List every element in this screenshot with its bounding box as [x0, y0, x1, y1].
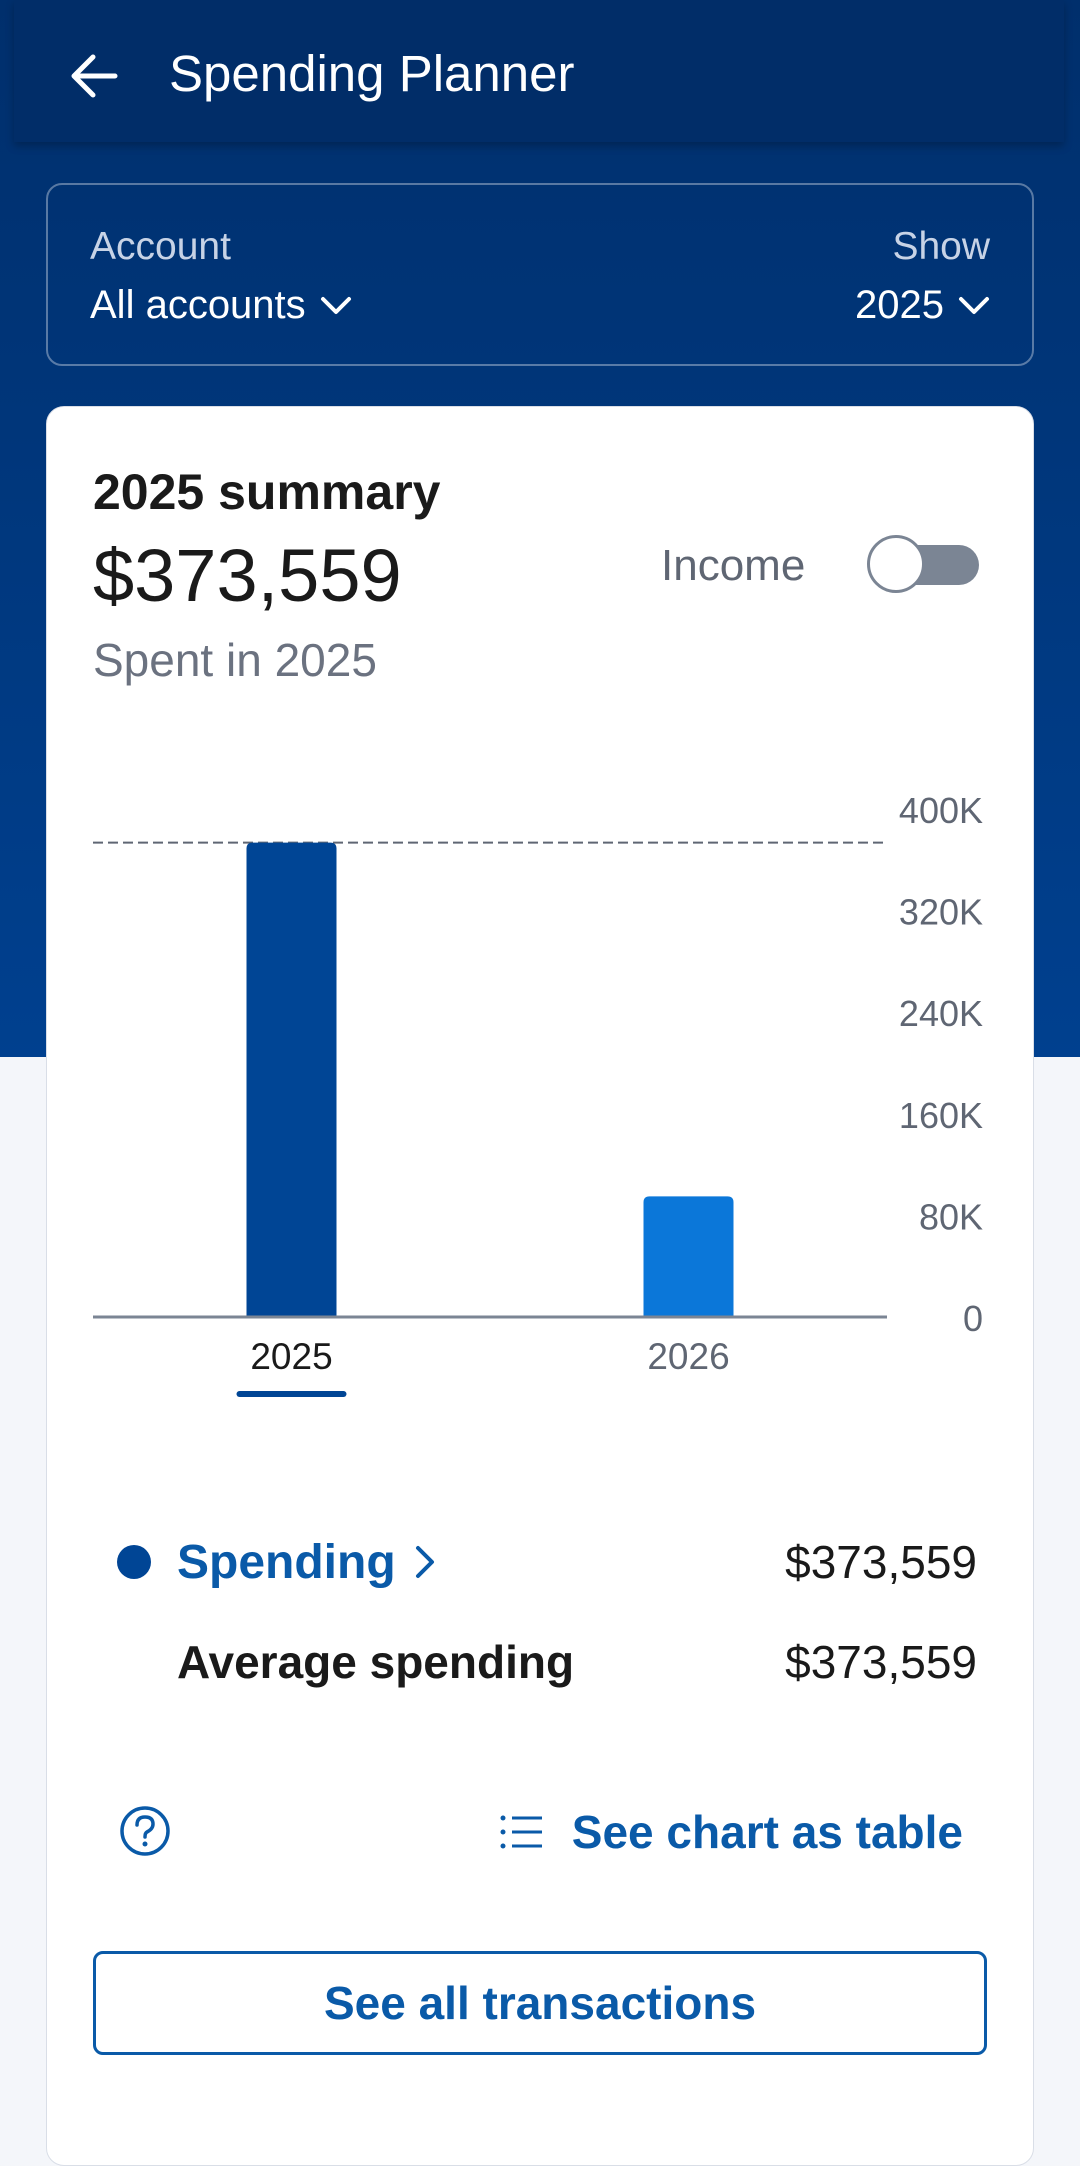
chevron-right-icon: [415, 1546, 434, 1578]
y-tick-label: 0: [963, 1298, 983, 1339]
filter-panel: Account All accounts Show 2025: [46, 183, 1034, 366]
spending-chart: 0 80K 160K 240K 320K 400K 2025 2026: [93, 777, 993, 1477]
list-icon: [500, 1815, 542, 1849]
bar-chart: 0 80K 160K 240K 320K 400K 2025 2026: [93, 790, 983, 1397]
spending-legend-dot: [117, 1545, 151, 1579]
y-tick-label: 160K: [899, 1095, 983, 1136]
account-dropdown-value: All accounts: [90, 283, 306, 327]
y-tick-label: 400K: [899, 790, 983, 831]
spending-link-label: Spending: [177, 1535, 396, 1589]
help-button[interactable]: [119, 1805, 171, 1857]
account-label: Account: [90, 225, 231, 268]
spending-value: $373,559: [785, 1536, 977, 1588]
summary-amount: $373,559: [93, 534, 402, 617]
year-dropdown-value: 2025: [855, 283, 944, 327]
income-toggle[interactable]: [867, 535, 979, 593]
see-chart-as-table-label: See chart as table: [571, 1806, 963, 1858]
page-title: Spending Planner: [169, 45, 575, 102]
summary-title: 2025 summary: [93, 464, 441, 520]
app-bar: Spending Planner: [14, 0, 1064, 142]
x-tick-label: 2026: [647, 1336, 729, 1377]
y-tick-label: 80K: [919, 1196, 983, 1237]
spending-link[interactable]: Spending: [177, 1535, 436, 1590]
year-dropdown[interactable]: 2025: [855, 283, 990, 328]
see-all-transactions-button[interactable]: See all transactions: [93, 1951, 987, 2055]
y-tick-label: 320K: [899, 892, 983, 933]
question-circle-icon: [120, 1806, 170, 1856]
show-label: Show: [892, 225, 990, 268]
average-value: $373,559: [785, 1636, 977, 1688]
average-row: Average spending $373,559: [117, 1627, 977, 1697]
summary-subtitle: Spent in 2025: [93, 634, 377, 686]
y-tick-label: 240K: [899, 993, 983, 1034]
chevron-down-icon: [959, 296, 989, 314]
income-label: Income: [661, 541, 806, 590]
chevron-down-icon: [320, 296, 351, 314]
see-chart-as-table-link[interactable]: See chart as table: [500, 1805, 963, 1859]
bar[interactable]: [246, 842, 337, 1317]
toggle-thumb: [867, 535, 925, 593]
summary-card: 2025 summary $373,559 Spent in 2025 Inco…: [46, 406, 1034, 2166]
back-button[interactable]: [64, 46, 124, 106]
arrow-left-icon: [71, 54, 118, 98]
account-dropdown[interactable]: All accounts: [90, 283, 352, 328]
bar[interactable]: [643, 1196, 734, 1317]
average-label: Average spending: [177, 1636, 575, 1688]
x-tick-label: 2025: [250, 1336, 332, 1377]
spending-legend-row: Spending $373,559: [117, 1527, 977, 1597]
selected-indicator: [236, 1391, 347, 1397]
